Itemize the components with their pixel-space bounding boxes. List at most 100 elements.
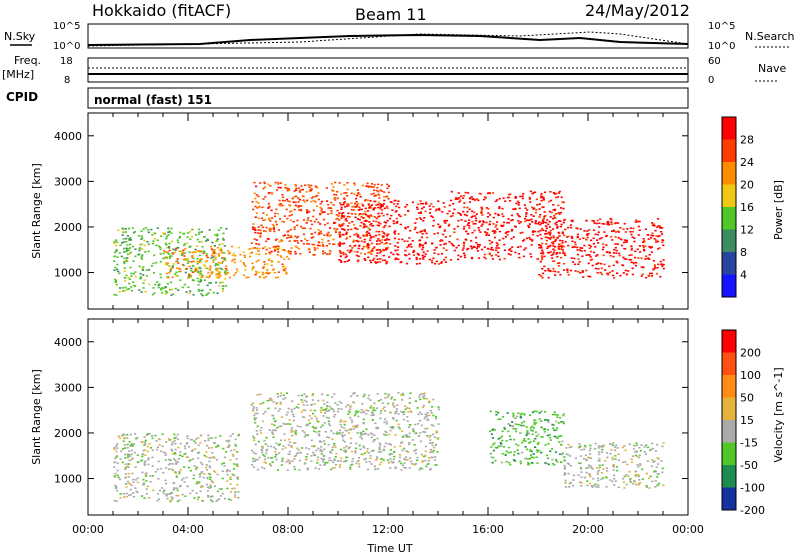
data-point: [424, 210, 427, 213]
data-point: [255, 430, 258, 432]
data-point: [234, 445, 237, 447]
data-point: [354, 424, 357, 427]
data-point: [383, 191, 386, 193]
data-point: [342, 449, 345, 452]
data-point: [610, 218, 613, 221]
data-point: [555, 213, 558, 215]
data-point: [339, 460, 342, 462]
data-point: [216, 490, 219, 493]
data-point: [501, 453, 504, 455]
data-point: [372, 409, 375, 412]
data-point: [257, 250, 260, 252]
data-point: [593, 222, 596, 224]
data-point: [115, 485, 118, 488]
data-point: [145, 269, 148, 271]
data-point: [563, 468, 566, 470]
data-point: [401, 449, 404, 452]
data-point: [113, 457, 117, 460]
data-point: [143, 244, 146, 247]
data-point: [586, 236, 589, 239]
x-tick-label: 04:00: [172, 523, 204, 536]
colorbar-tick-label: 20: [740, 179, 754, 192]
data-point: [319, 464, 322, 466]
data-point: [505, 450, 508, 453]
data-point: [577, 263, 580, 265]
data-point: [319, 213, 322, 215]
data-point: [412, 463, 415, 466]
data-point: [170, 240, 174, 243]
data-point: [156, 448, 159, 451]
data-point: [553, 214, 556, 217]
data-point: [254, 231, 257, 234]
data-point: [476, 198, 479, 200]
data-point: [466, 248, 469, 251]
data-point: [124, 468, 127, 471]
data-point: [133, 443, 136, 445]
data-point: [321, 450, 324, 452]
data-point: [558, 220, 561, 222]
data-point: [174, 287, 177, 290]
data-point: [369, 223, 372, 226]
data-point: [222, 239, 225, 241]
data-point: [455, 246, 458, 249]
data-point: [352, 393, 355, 395]
data-point: [408, 244, 411, 246]
data-point: [562, 269, 566, 271]
data-point: [662, 244, 665, 246]
data-point: [129, 455, 132, 457]
data-point: [256, 207, 259, 209]
data-point: [398, 456, 402, 459]
data-point: [434, 262, 437, 265]
data-point: [123, 270, 126, 273]
data-point: [209, 478, 212, 480]
data-point: [268, 247, 271, 249]
data-point: [562, 207, 565, 210]
data-point: [377, 468, 380, 470]
data-point: [118, 437, 121, 439]
data-point: [297, 205, 300, 207]
data-point: [490, 446, 493, 448]
data-point: [419, 394, 422, 396]
data-point: [218, 249, 221, 251]
data-point: [569, 269, 572, 272]
data-point: [306, 453, 309, 455]
data-point: [598, 464, 601, 466]
data-point: [267, 407, 270, 410]
data-point: [525, 212, 528, 214]
data-point: [558, 235, 561, 237]
data-point: [151, 242, 154, 245]
data-point: [256, 433, 259, 435]
data-point: [288, 189, 291, 192]
data-point: [224, 456, 227, 459]
data-point: [213, 485, 216, 487]
data-point: [519, 462, 522, 465]
data-point: [616, 243, 619, 245]
data-point: [307, 247, 310, 250]
data-point: [262, 454, 265, 456]
data-point: [510, 219, 513, 222]
data-point: [174, 459, 177, 462]
data-point: [151, 465, 154, 467]
data-point: [598, 226, 601, 228]
data-point: [281, 199, 284, 202]
data-point: [210, 245, 213, 248]
data-point: [554, 239, 557, 241]
data-point: [279, 205, 282, 207]
data-point: [294, 204, 297, 207]
data-point: [199, 258, 202, 260]
data-point: [283, 200, 286, 202]
data-point: [214, 252, 217, 255]
data-point: [389, 449, 392, 451]
data-point: [491, 249, 494, 251]
data-point: [375, 240, 379, 242]
data-point: [661, 445, 664, 448]
data-point: [118, 287, 122, 289]
data-point: [376, 393, 379, 395]
data-point: [365, 235, 368, 237]
data-point: [352, 209, 355, 211]
data-point: [219, 274, 222, 277]
data-point: [118, 291, 121, 293]
data-point: [610, 221, 613, 223]
data-point: [462, 243, 466, 245]
data-point: [381, 209, 384, 211]
